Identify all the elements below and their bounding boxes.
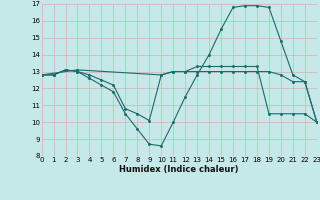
- X-axis label: Humidex (Indice chaleur): Humidex (Indice chaleur): [119, 165, 239, 174]
